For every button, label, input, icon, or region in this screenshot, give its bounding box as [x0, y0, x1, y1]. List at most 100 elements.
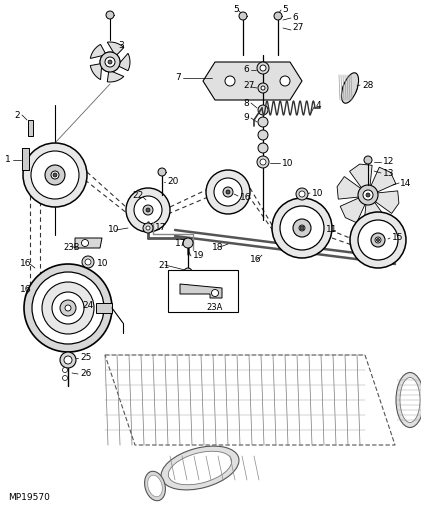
Text: 17: 17 — [175, 239, 187, 249]
Circle shape — [343, 81, 357, 95]
Text: 23B: 23B — [63, 244, 80, 252]
Circle shape — [261, 86, 265, 90]
Circle shape — [299, 225, 305, 231]
Text: 18: 18 — [212, 244, 224, 252]
Text: 10: 10 — [282, 158, 293, 168]
Circle shape — [31, 151, 79, 199]
Circle shape — [300, 226, 304, 230]
Text: 15: 15 — [392, 234, 403, 243]
Text: MP19570: MP19570 — [8, 493, 50, 503]
Circle shape — [358, 220, 398, 260]
Text: 19: 19 — [193, 250, 205, 260]
Circle shape — [143, 205, 153, 215]
Circle shape — [32, 272, 104, 344]
Circle shape — [258, 117, 268, 127]
Text: 25: 25 — [80, 353, 91, 363]
Circle shape — [223, 187, 233, 197]
Text: 1: 1 — [5, 155, 11, 165]
Polygon shape — [112, 53, 130, 72]
Polygon shape — [107, 42, 124, 63]
Text: 8: 8 — [243, 99, 249, 107]
Text: 10: 10 — [97, 259, 109, 267]
Text: 28: 28 — [362, 80, 373, 89]
Circle shape — [60, 352, 76, 368]
Circle shape — [184, 268, 192, 276]
Text: 3: 3 — [118, 40, 124, 50]
Text: 21: 21 — [158, 261, 169, 269]
Ellipse shape — [161, 446, 239, 490]
Polygon shape — [101, 67, 124, 82]
Text: 10: 10 — [108, 225, 120, 234]
Text: 26: 26 — [80, 369, 91, 379]
Ellipse shape — [341, 73, 359, 103]
Polygon shape — [180, 284, 222, 298]
Circle shape — [62, 367, 67, 373]
Circle shape — [100, 52, 120, 72]
Text: 11: 11 — [326, 225, 338, 234]
Text: 16: 16 — [250, 255, 261, 265]
Circle shape — [23, 143, 87, 207]
Polygon shape — [75, 238, 102, 248]
Circle shape — [366, 193, 370, 197]
Circle shape — [82, 256, 94, 268]
Circle shape — [258, 83, 268, 93]
Ellipse shape — [144, 471, 165, 501]
Circle shape — [260, 65, 266, 71]
Circle shape — [226, 190, 230, 194]
Text: 10: 10 — [312, 188, 323, 198]
Circle shape — [24, 264, 112, 352]
Circle shape — [143, 223, 153, 233]
Bar — [28, 120, 33, 136]
Text: 16: 16 — [240, 194, 251, 202]
Polygon shape — [96, 303, 112, 313]
Circle shape — [134, 196, 162, 224]
Circle shape — [258, 130, 268, 140]
Circle shape — [371, 233, 385, 247]
Text: 14: 14 — [400, 179, 411, 187]
Circle shape — [260, 159, 266, 165]
Circle shape — [258, 143, 268, 153]
Circle shape — [272, 198, 332, 258]
Polygon shape — [340, 197, 366, 223]
Ellipse shape — [400, 378, 420, 423]
Text: 6: 6 — [243, 66, 249, 74]
Circle shape — [280, 76, 290, 86]
Text: 20: 20 — [167, 178, 179, 186]
Polygon shape — [91, 55, 103, 79]
Text: 27: 27 — [292, 24, 304, 33]
Circle shape — [364, 156, 372, 164]
Circle shape — [206, 170, 250, 214]
Polygon shape — [370, 167, 396, 193]
Circle shape — [299, 191, 305, 197]
Text: 16: 16 — [20, 260, 32, 268]
Polygon shape — [203, 62, 302, 100]
Circle shape — [53, 173, 57, 177]
Circle shape — [258, 105, 268, 115]
Polygon shape — [91, 44, 114, 58]
Circle shape — [363, 190, 373, 200]
Text: 6: 6 — [292, 13, 298, 23]
Circle shape — [105, 57, 115, 67]
Text: 5: 5 — [233, 6, 239, 14]
Text: 2: 2 — [14, 110, 20, 120]
Text: 13: 13 — [383, 169, 394, 178]
Polygon shape — [349, 164, 372, 189]
Circle shape — [108, 60, 112, 64]
Circle shape — [64, 356, 72, 364]
Circle shape — [106, 11, 114, 19]
Circle shape — [375, 237, 381, 243]
Circle shape — [82, 239, 88, 247]
Circle shape — [65, 305, 71, 311]
Circle shape — [45, 165, 65, 185]
Ellipse shape — [148, 475, 163, 497]
Circle shape — [42, 282, 94, 334]
Polygon shape — [374, 191, 399, 214]
Circle shape — [158, 168, 166, 176]
Bar — [22, 148, 29, 170]
Ellipse shape — [396, 373, 421, 427]
Ellipse shape — [168, 452, 232, 485]
Circle shape — [257, 156, 269, 168]
Circle shape — [296, 188, 308, 200]
Circle shape — [214, 178, 242, 206]
Circle shape — [239, 12, 247, 20]
